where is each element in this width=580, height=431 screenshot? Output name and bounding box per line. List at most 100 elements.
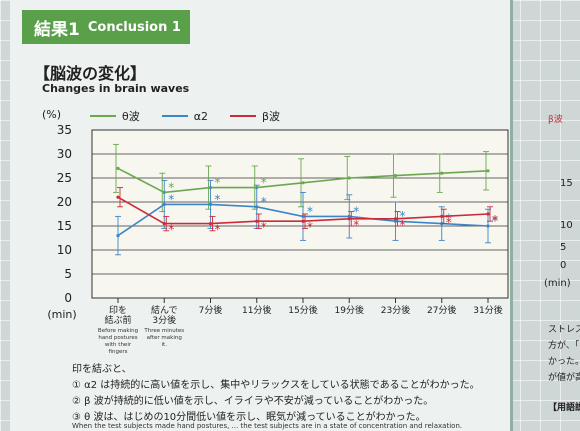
data-point (486, 212, 490, 216)
significance-mark: * (353, 218, 359, 232)
data-point (208, 202, 213, 206)
x-axis-unit: (min) (47, 308, 76, 321)
data-point (393, 174, 398, 178)
right-unit: (min) (544, 278, 571, 289)
data-point (116, 195, 120, 199)
x-tick-sublabel: after making (147, 335, 182, 341)
conclusion-notes: 印を結ぶと、 ① α2 は持続的に高い値を示し、集中やリラックスをしている状態で… (72, 362, 480, 426)
data-point (486, 169, 490, 173)
data-point (162, 202, 166, 206)
x-tick-label-line2: 3分後 (152, 314, 176, 326)
data-point (301, 219, 305, 223)
legend-swatch-theta (90, 115, 116, 117)
y-tick-label: 25 (57, 171, 72, 185)
header-en: Conclusion 1 (87, 19, 181, 35)
legend-item-theta: θ波 (90, 108, 140, 124)
data-point (393, 217, 398, 221)
y-tick-label: 15 (57, 219, 72, 233)
data-point (347, 214, 351, 218)
significance-mark: * (353, 204, 359, 218)
conclusion-header: 結果1 Conclusion 1 (22, 10, 190, 44)
significance-mark: * (492, 214, 498, 228)
data-point (301, 214, 305, 218)
y-tick-label: 30 (57, 147, 72, 161)
y-tick-label: 20 (57, 195, 72, 209)
legend-item-beta: β波 (229, 108, 281, 124)
data-point (301, 181, 305, 185)
x-tick-label: 7分後 (199, 304, 223, 316)
data-point (440, 214, 444, 218)
significance-mark: * (261, 220, 267, 234)
right-legend-fragment: β波 (548, 115, 563, 125)
significance-mark: * (261, 195, 267, 209)
significance-mark: * (307, 220, 313, 234)
data-point (162, 222, 166, 226)
x-tick-sublabel: Three minutes (143, 328, 184, 334)
x-tick-label: 印を (109, 304, 127, 316)
section-title: 【脳波の変化】 (34, 64, 147, 83)
x-tick-label: 19分後 (335, 304, 364, 316)
significance-mark: * (168, 223, 174, 237)
significance-mark: * (492, 213, 498, 227)
section-subtitle: Changes in brain waves (42, 82, 190, 95)
notes-intro: 印を結ぶと、 (72, 364, 132, 375)
significance-mark: * (168, 180, 174, 194)
right-tick-5: 5 (560, 242, 567, 253)
data-point (255, 205, 259, 209)
legend-swatch-alpha2 (161, 115, 188, 117)
data-point (347, 217, 351, 221)
x-tick-label: 15分後 (288, 304, 317, 316)
plot-area (91, 129, 509, 299)
significance-mark: * (400, 218, 406, 232)
data-point (440, 171, 444, 175)
y-tick-label: 0 (64, 291, 72, 305)
y-tick-label: 10 (57, 243, 72, 257)
x-tick-sublabel: it. (162, 342, 168, 348)
notes-item-1: ① α2 は持続的に高い値を示し、集中やリラックスをしている状態であることがわか… (72, 380, 480, 391)
x-tick-sublabel: with their (105, 342, 132, 348)
significance-mark: * (215, 192, 221, 206)
legend-swatch-beta (229, 115, 256, 117)
data-point (116, 166, 120, 170)
right-tick-10: 10 (560, 220, 573, 231)
header-jp: 結果1 (34, 19, 80, 40)
x-tick-sublabel: Before making (98, 328, 138, 334)
chart-legend: θ波 α2 β波 (90, 108, 280, 124)
right-text-2: 方が、「印 (548, 341, 580, 351)
significance-mark: * (168, 192, 174, 206)
significance-mark: * (215, 176, 221, 190)
x-tick-label: 27分後 (427, 304, 456, 316)
notes-item-2: ② β 波が持続的に低い値を示し、イライラや不安が減っていることがわかった。 (72, 396, 434, 407)
data-point (347, 176, 351, 180)
data-point (393, 219, 398, 223)
x-tick-label-line2: 結ぶ前 (104, 314, 131, 326)
data-point (255, 219, 259, 223)
x-tick-label: 23分後 (381, 304, 410, 316)
significance-mark: * (215, 223, 221, 237)
right-text-4: が値が高 (548, 373, 580, 383)
right-tick-15: 15 (560, 178, 573, 189)
legend-label-beta: β波 (261, 110, 281, 123)
x-tick-sublabel: hand postures (98, 335, 137, 341)
legend-label-alpha2: α2 (193, 109, 208, 123)
x-tick-label: 結んで (151, 304, 178, 316)
y-tick-label: 5 (64, 267, 72, 281)
legend-label-theta: θ波 (122, 110, 140, 123)
significance-mark: * (307, 204, 313, 218)
data-point (208, 222, 213, 226)
x-tick-label: 31分後 (473, 304, 502, 316)
right-panel: β波 15 10 5 0 (min) ストレス 方が、「印 かった。印 が値が高… (520, 0, 580, 431)
right-text-5: 【用語説 (548, 403, 580, 413)
y-tick-label: 35 (57, 123, 72, 137)
notes-footer: When the test subjects made hand posture… (72, 422, 463, 430)
right-tick-0: 0 (560, 260, 567, 271)
y-axis-unit: (%) (42, 108, 62, 121)
x-tick-sublabel: fingers (109, 349, 128, 355)
x-tick-label: 11分後 (242, 304, 271, 316)
significance-mark: * (446, 215, 452, 229)
significance-mark: * (400, 209, 406, 223)
right-text-3: かった。印 (548, 357, 580, 367)
legend-item-alpha2: α2 (161, 108, 208, 124)
data-point (486, 224, 490, 228)
